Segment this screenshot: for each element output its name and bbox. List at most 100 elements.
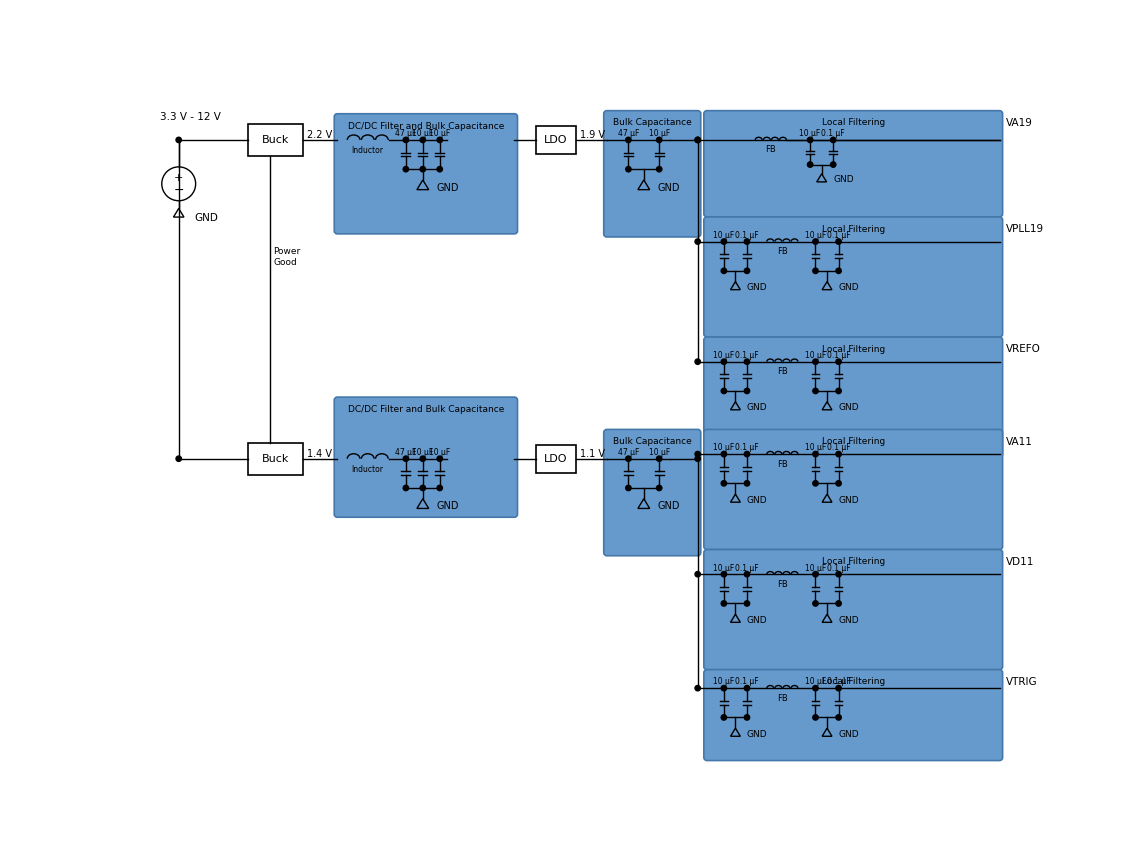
Circle shape	[403, 486, 409, 491]
Text: GND: GND	[436, 183, 459, 193]
Circle shape	[813, 571, 819, 577]
Text: Local Filtering: Local Filtering	[822, 118, 885, 128]
Circle shape	[657, 166, 662, 172]
Text: GND: GND	[838, 403, 859, 413]
Circle shape	[721, 571, 727, 577]
Text: Buck: Buck	[262, 454, 289, 463]
Circle shape	[721, 601, 727, 606]
Text: 10 μF: 10 μF	[429, 448, 450, 457]
Text: 0.1 μF: 0.1 μF	[827, 678, 851, 686]
Text: VD11: VD11	[1006, 557, 1034, 567]
Text: 10 μF: 10 μF	[412, 448, 434, 457]
Text: 1.1 V: 1.1 V	[580, 449, 605, 459]
Circle shape	[830, 137, 836, 142]
Text: Power
Good: Power Good	[273, 247, 301, 267]
Text: GND: GND	[833, 175, 854, 184]
Text: 10 μF: 10 μF	[649, 448, 669, 457]
Circle shape	[744, 389, 750, 394]
Text: FB: FB	[777, 460, 788, 468]
Text: 0.1 μF: 0.1 μF	[827, 564, 851, 572]
Circle shape	[695, 137, 700, 142]
Text: VA11: VA11	[1006, 437, 1032, 447]
Circle shape	[657, 456, 662, 462]
Text: +: +	[174, 173, 184, 184]
Bar	[536, 444, 576, 473]
Circle shape	[836, 571, 841, 577]
Text: 1.9 V: 1.9 V	[580, 130, 605, 141]
Circle shape	[744, 715, 750, 720]
Circle shape	[695, 686, 700, 691]
Text: GND: GND	[838, 496, 859, 505]
Text: Buck: Buck	[262, 135, 289, 145]
FancyBboxPatch shape	[604, 111, 700, 237]
Circle shape	[721, 389, 727, 394]
Circle shape	[437, 456, 442, 462]
Circle shape	[836, 451, 841, 456]
Circle shape	[721, 359, 727, 365]
Circle shape	[437, 137, 442, 142]
Text: Bulk Capacitance: Bulk Capacitance	[613, 438, 691, 446]
Text: 0.1 μF: 0.1 μF	[827, 351, 851, 360]
Text: FB: FB	[777, 247, 788, 256]
Circle shape	[721, 239, 727, 245]
Text: 3.3 V - 12 V: 3.3 V - 12 V	[161, 112, 222, 122]
Circle shape	[744, 480, 750, 486]
Text: 1.4 V: 1.4 V	[308, 449, 332, 459]
FancyBboxPatch shape	[604, 430, 700, 556]
Text: FB: FB	[777, 367, 788, 376]
Circle shape	[813, 389, 819, 394]
Circle shape	[813, 451, 819, 456]
Circle shape	[830, 162, 836, 167]
Circle shape	[437, 486, 442, 491]
Circle shape	[744, 359, 750, 365]
Circle shape	[836, 686, 841, 691]
Text: Local Filtering: Local Filtering	[822, 558, 885, 566]
Text: 47 μF: 47 μF	[395, 130, 417, 138]
Text: 47 μF: 47 μF	[618, 448, 639, 457]
Circle shape	[721, 686, 727, 691]
Text: GND: GND	[194, 213, 218, 223]
Text: Inductor: Inductor	[351, 465, 383, 474]
Text: DC/DC Filter and Bulk Capacitance: DC/DC Filter and Bulk Capacitance	[348, 122, 504, 130]
Circle shape	[721, 268, 727, 274]
Text: 0.1 μF: 0.1 μF	[827, 231, 851, 240]
Text: Bulk Capacitance: Bulk Capacitance	[613, 118, 691, 128]
Circle shape	[836, 268, 841, 274]
Text: 10 μF: 10 μF	[805, 564, 827, 572]
Bar	[248, 443, 303, 474]
Text: 10 μF: 10 μF	[713, 231, 735, 240]
Text: 10 μF: 10 μF	[805, 351, 827, 360]
Circle shape	[813, 601, 819, 606]
Circle shape	[813, 268, 819, 274]
FancyBboxPatch shape	[704, 217, 1002, 337]
Circle shape	[836, 715, 841, 720]
Circle shape	[744, 239, 750, 245]
Circle shape	[403, 166, 409, 172]
Circle shape	[744, 601, 750, 606]
Circle shape	[813, 359, 819, 365]
Circle shape	[403, 456, 409, 462]
Circle shape	[695, 239, 700, 245]
Circle shape	[626, 137, 631, 142]
Circle shape	[813, 480, 819, 486]
Text: 10 μF: 10 μF	[713, 564, 735, 572]
Text: 47 μF: 47 μF	[618, 130, 639, 138]
Circle shape	[695, 359, 700, 365]
Circle shape	[695, 571, 700, 577]
Circle shape	[744, 571, 750, 577]
Circle shape	[807, 162, 813, 167]
FancyBboxPatch shape	[704, 337, 1002, 457]
Text: GND: GND	[436, 501, 459, 511]
Circle shape	[420, 456, 426, 462]
Circle shape	[176, 456, 181, 462]
Text: GND: GND	[838, 616, 859, 625]
Circle shape	[695, 137, 700, 142]
Circle shape	[437, 166, 442, 172]
Text: Local Filtering: Local Filtering	[822, 345, 885, 353]
Circle shape	[695, 451, 700, 456]
Text: 0.1 μF: 0.1 μF	[827, 444, 851, 452]
FancyBboxPatch shape	[704, 550, 1002, 670]
Text: VA19: VA19	[1006, 118, 1032, 128]
Text: 10 μF: 10 μF	[799, 130, 821, 138]
Text: 10 μF: 10 μF	[805, 444, 827, 452]
